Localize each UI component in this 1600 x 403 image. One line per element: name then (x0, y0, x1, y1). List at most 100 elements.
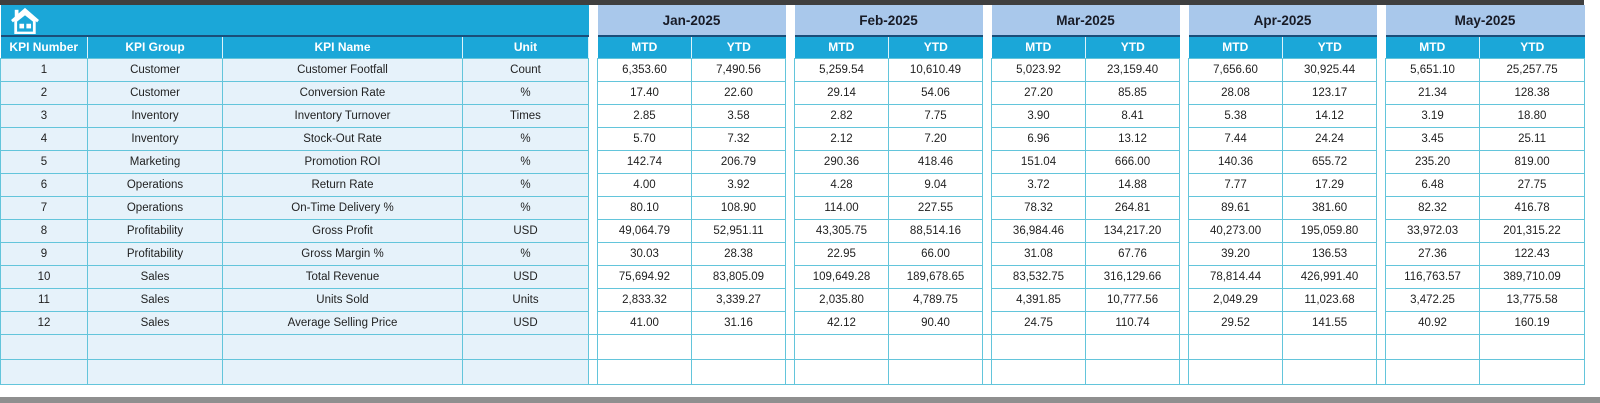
cell-value: 3.72 (991, 172, 1087, 197)
header-feb-mtd: MTD (794, 36, 889, 59)
empty-table-row (0, 333, 1586, 360)
cell-kpi-number: 8 (0, 218, 88, 243)
cell-value: 5,259.54 (794, 57, 890, 82)
cell-kpi-group: Profitability (87, 241, 223, 266)
cell-value: 128.38 (1479, 80, 1586, 105)
cell-value: 3,339.27 (690, 287, 787, 312)
cell-kpi-group: Marketing (87, 149, 223, 174)
gap-cell (982, 358, 992, 385)
cell-value (991, 333, 1087, 360)
cell-value: 39.20 (1188, 241, 1284, 266)
cell-kpi-number: 4 (0, 126, 88, 151)
cell-value: 40,273.00 (1188, 218, 1284, 243)
cell-value: 7,490.56 (690, 57, 787, 82)
gap-cell (1179, 196, 1189, 219)
cell-value: 54.06 (888, 80, 984, 105)
gap-cell (1376, 81, 1386, 104)
cell-value: 5.70 (597, 126, 692, 151)
cell-value: 2.85 (597, 103, 692, 128)
gap-cell (982, 150, 992, 173)
cell-value (1188, 358, 1284, 385)
cell-value (991, 358, 1087, 385)
cell-unit: % (462, 172, 589, 197)
gap-cell (785, 81, 795, 104)
gap-cell (588, 196, 598, 219)
cell-value (597, 333, 692, 360)
header-kpi-group: KPI Group (87, 36, 223, 59)
gap-cell (785, 242, 795, 265)
header-may-mtd: MTD (1385, 36, 1480, 59)
cell-kpi-name: Total Revenue (222, 264, 463, 289)
gap-cell (588, 333, 598, 360)
table-row: 3 Inventory Inventory Turnover Times 2.85 3.5… (0, 103, 1586, 128)
empty-table-row (0, 358, 1586, 385)
cell-value: 17.29 (1282, 172, 1378, 197)
column-gap (1179, 5, 1189, 36)
cell-value: 2.12 (794, 126, 890, 151)
header-may-ytd: YTD (1479, 36, 1585, 59)
column-gap (588, 36, 598, 58)
cell-value (888, 333, 984, 360)
cell-value: 666.00 (1085, 149, 1181, 174)
cell-value: 418.46 (888, 149, 984, 174)
cell-kpi-number: 7 (0, 195, 88, 220)
month-header-jan: Jan-2025 (597, 5, 786, 37)
cell-value: 206.79 (690, 149, 787, 174)
gap-cell (1376, 358, 1386, 385)
cell-value: 3.92 (690, 172, 787, 197)
cell-value (1282, 333, 1378, 360)
gap-cell (785, 288, 795, 311)
top-border-strip (0, 0, 1584, 5)
gap-cell (1179, 58, 1189, 81)
gap-cell (1179, 288, 1189, 311)
cell-value (1188, 333, 1284, 360)
gap-cell (982, 196, 992, 219)
table-row: 10 Sales Total Revenue USD 75,694.92 83,805.0… (0, 264, 1586, 289)
cell-value (690, 358, 787, 385)
cell-value: 78,814.44 (1188, 264, 1284, 289)
month-header-feb: Feb-2025 (794, 5, 983, 37)
cell-kpi-number: 2 (0, 80, 88, 105)
cell-value: 78.32 (991, 195, 1087, 220)
cell-value: 195,059.80 (1282, 218, 1378, 243)
cell-value: 116,763.57 (1385, 264, 1481, 289)
cell-unit: % (462, 80, 589, 105)
gap-cell (1179, 333, 1189, 360)
cell-value: 24.75 (991, 310, 1087, 335)
corner-header (0, 5, 589, 37)
cell-value: 42.12 (794, 310, 890, 335)
column-gap (982, 5, 992, 36)
cell-value: 29.52 (1188, 310, 1284, 335)
cell-value: 6.48 (1385, 172, 1481, 197)
table-row: 2 Customer Conversion Rate% 17.40 22.60 29.14… (0, 80, 1586, 105)
cell-value (1479, 358, 1586, 385)
cell-kpi-group: Operations (87, 172, 223, 197)
cell-value: 13,775.58 (1479, 287, 1586, 312)
gap-cell (785, 58, 795, 81)
cell-value: 49,064.79 (597, 218, 692, 243)
home-icon (10, 7, 39, 34)
cell-kpi-group: Inventory (87, 103, 223, 128)
cell-value: 25,257.75 (1479, 57, 1586, 82)
cell-value: 25.11 (1479, 126, 1586, 151)
cell-value: 264.81 (1085, 195, 1181, 220)
cell-value: 7.44 (1188, 126, 1284, 151)
cell-value: 7.32 (690, 126, 787, 151)
column-gap (982, 36, 992, 58)
cell-value: 389,710.09 (1479, 264, 1586, 289)
table-body: 1 Customer Customer Footfall Count 6,353.60 7… (0, 57, 1586, 385)
cell-value: 27.20 (991, 80, 1087, 105)
column-gap (785, 36, 795, 58)
cell-value: 123.17 (1282, 80, 1378, 105)
cell-value: 22.60 (690, 80, 787, 105)
cell-value: 6,353.60 (597, 57, 692, 82)
home-button[interactable] (1, 7, 589, 34)
cell-kpi-name: Inventory Turnover (222, 103, 463, 128)
cell-value: 30,925.44 (1282, 57, 1378, 82)
gap-cell (785, 127, 795, 150)
cell-kpi-name: Promotion ROI (222, 149, 463, 174)
cell-value: 85.85 (1085, 80, 1181, 105)
gap-cell (1179, 104, 1189, 127)
header-jan-mtd: MTD (597, 36, 692, 59)
